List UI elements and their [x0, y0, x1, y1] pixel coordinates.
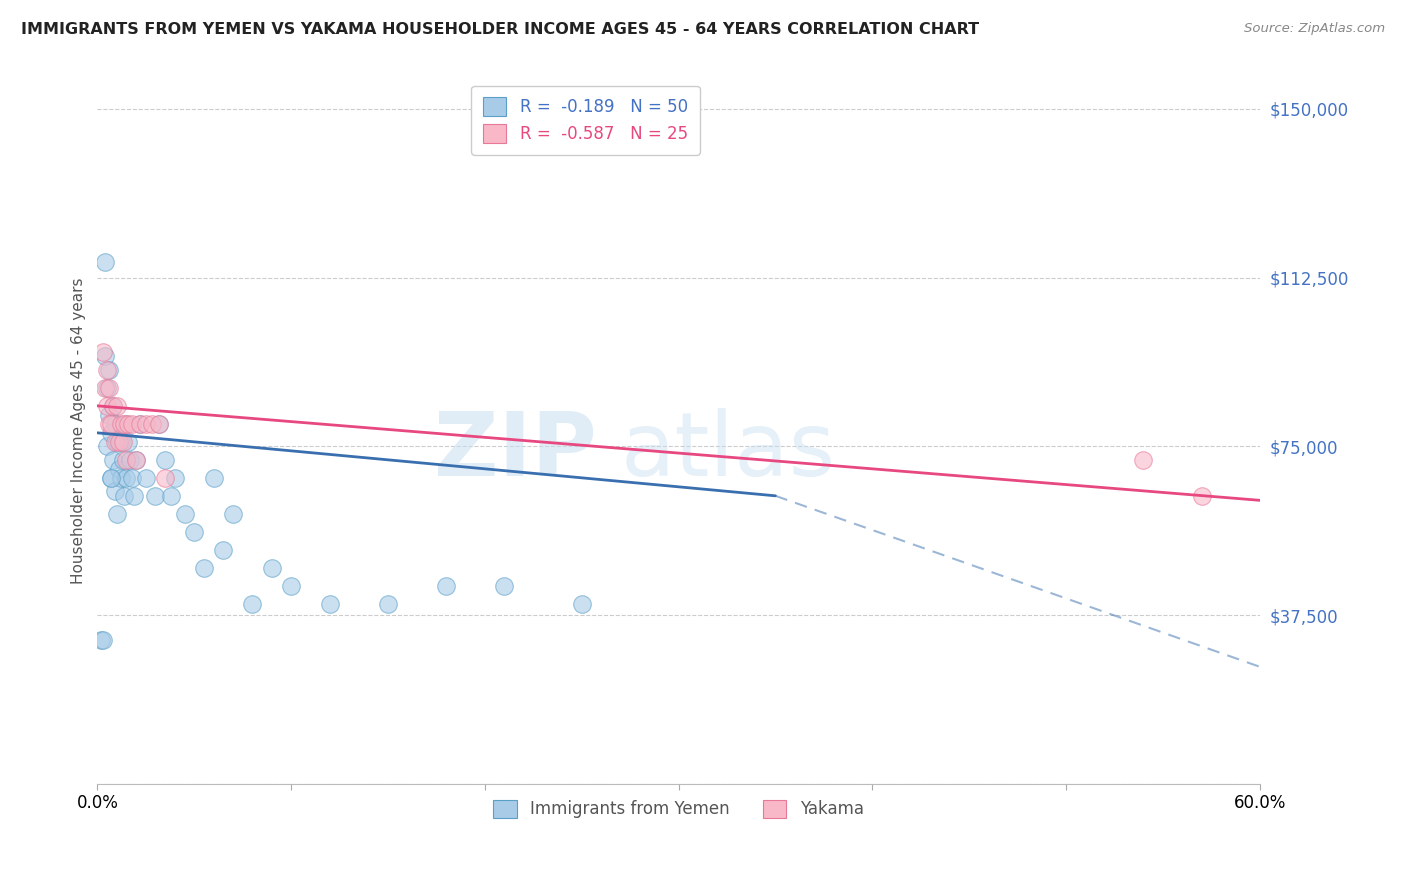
Point — [240, 597, 263, 611]
Point — [160, 489, 183, 503]
Point — [101, 399, 124, 413]
Point — [100, 425, 122, 440]
Point — [98, 363, 121, 377]
Point — [434, 579, 457, 593]
Point — [153, 471, 176, 485]
Point — [129, 417, 152, 431]
Point — [105, 507, 128, 521]
Point — [100, 417, 122, 431]
Point — [111, 453, 134, 467]
Point — [260, 561, 283, 575]
Point — [111, 434, 134, 449]
Point — [100, 471, 122, 485]
Point — [96, 381, 118, 395]
Point — [183, 524, 205, 539]
Point — [1191, 489, 1213, 503]
Point — [120, 453, 142, 467]
Point — [90, 632, 112, 647]
Point — [101, 453, 124, 467]
Y-axis label: Householder Income Ages 45 - 64 years: Householder Income Ages 45 - 64 years — [72, 277, 86, 584]
Point — [94, 381, 117, 395]
Point — [202, 471, 225, 485]
Point — [280, 579, 302, 593]
Point — [94, 255, 117, 269]
Point — [115, 453, 138, 467]
Point — [129, 417, 152, 431]
Point — [148, 417, 170, 431]
Point — [319, 597, 342, 611]
Point — [107, 434, 129, 449]
Point — [173, 507, 195, 521]
Point — [222, 507, 245, 521]
Point — [96, 399, 118, 413]
Point — [377, 597, 399, 611]
Point — [212, 542, 235, 557]
Point — [115, 471, 138, 485]
Point — [105, 399, 128, 413]
Text: atlas: atlas — [620, 409, 835, 495]
Point — [101, 399, 124, 413]
Point — [571, 597, 593, 611]
Point — [148, 417, 170, 431]
Point — [135, 471, 157, 485]
Point — [114, 489, 136, 503]
Point — [135, 417, 157, 431]
Point — [121, 417, 143, 431]
Point — [104, 484, 127, 499]
Point — [110, 471, 132, 485]
Point — [114, 417, 136, 431]
Point — [100, 471, 122, 485]
Point — [110, 434, 132, 449]
Point — [494, 579, 516, 593]
Point — [122, 489, 145, 503]
Point — [125, 453, 148, 467]
Point — [153, 453, 176, 467]
Point — [98, 408, 121, 422]
Text: ZIP: ZIP — [434, 409, 598, 495]
Point — [163, 471, 186, 485]
Text: IMMIGRANTS FROM YEMEN VS YAKAMA HOUSEHOLDER INCOME AGES 45 - 64 YEARS CORRELATIO: IMMIGRANTS FROM YEMEN VS YAKAMA HOUSEHOL… — [21, 22, 979, 37]
Point — [121, 471, 143, 485]
Point — [96, 363, 118, 377]
Point — [141, 417, 163, 431]
Point — [105, 434, 128, 449]
Point — [1132, 453, 1154, 467]
Point — [115, 417, 138, 431]
Point — [98, 417, 121, 431]
Point — [125, 453, 148, 467]
Point — [104, 417, 127, 431]
Point — [117, 417, 139, 431]
Point — [91, 632, 114, 647]
Point — [110, 417, 132, 431]
Legend: Immigrants from Yemen, Yakama: Immigrants from Yemen, Yakama — [486, 793, 870, 825]
Point — [104, 434, 127, 449]
Point — [96, 439, 118, 453]
Point — [94, 350, 117, 364]
Point — [193, 561, 215, 575]
Point — [145, 489, 167, 503]
Point — [98, 381, 121, 395]
Text: Source: ZipAtlas.com: Source: ZipAtlas.com — [1244, 22, 1385, 36]
Point — [107, 462, 129, 476]
Point — [117, 434, 139, 449]
Point — [91, 344, 114, 359]
